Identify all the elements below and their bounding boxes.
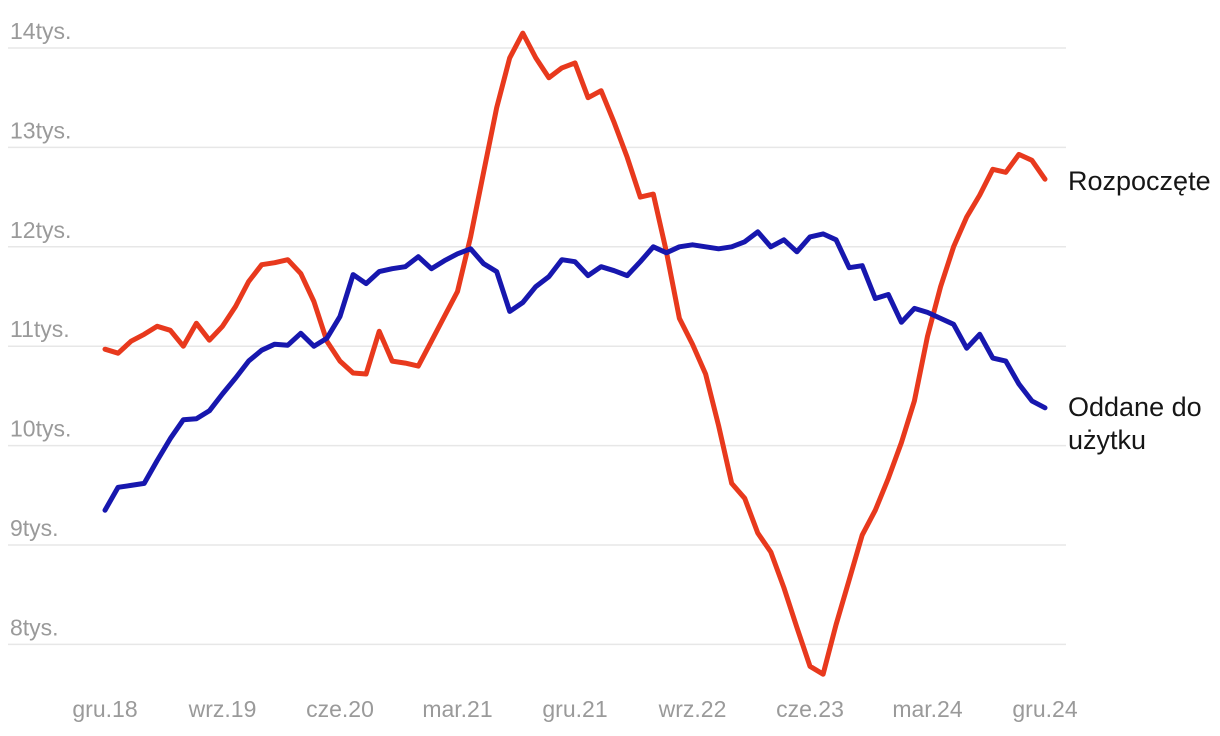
- legend-label-oddane-do-uzytku: Oddane do użytku: [1068, 392, 1202, 455]
- y-axis-label: 9tys.: [10, 515, 59, 541]
- x-axis-label: gru.18: [72, 696, 137, 722]
- x-axis-label: mar.24: [892, 696, 963, 722]
- series-line-oddane-do-uzytku: [102, 229, 1048, 513]
- y-axis-label: 14tys.: [10, 18, 71, 44]
- y-axis-label: 12tys.: [10, 217, 71, 243]
- x-axis-label: mar.21: [422, 696, 492, 722]
- y-axis-label: 13tys.: [10, 117, 71, 143]
- x-axis-label: cze.23: [776, 696, 844, 722]
- series-line-rozpoczete: [102, 30, 1048, 677]
- legend-label-rozpoczete: Rozpoczęte: [1068, 166, 1211, 196]
- x-axis-label: gru.21: [542, 696, 607, 722]
- y-axis-label: 10tys.: [10, 416, 71, 442]
- x-axis-label: cze.20: [306, 696, 374, 722]
- x-axis-label: wrz.22: [658, 696, 727, 722]
- y-axis-label: 11tys.: [10, 316, 70, 342]
- y-axis-label: 8tys.: [10, 614, 59, 640]
- x-axis-label: gru.24: [1012, 696, 1077, 722]
- x-axis-label: wrz.19: [188, 696, 257, 722]
